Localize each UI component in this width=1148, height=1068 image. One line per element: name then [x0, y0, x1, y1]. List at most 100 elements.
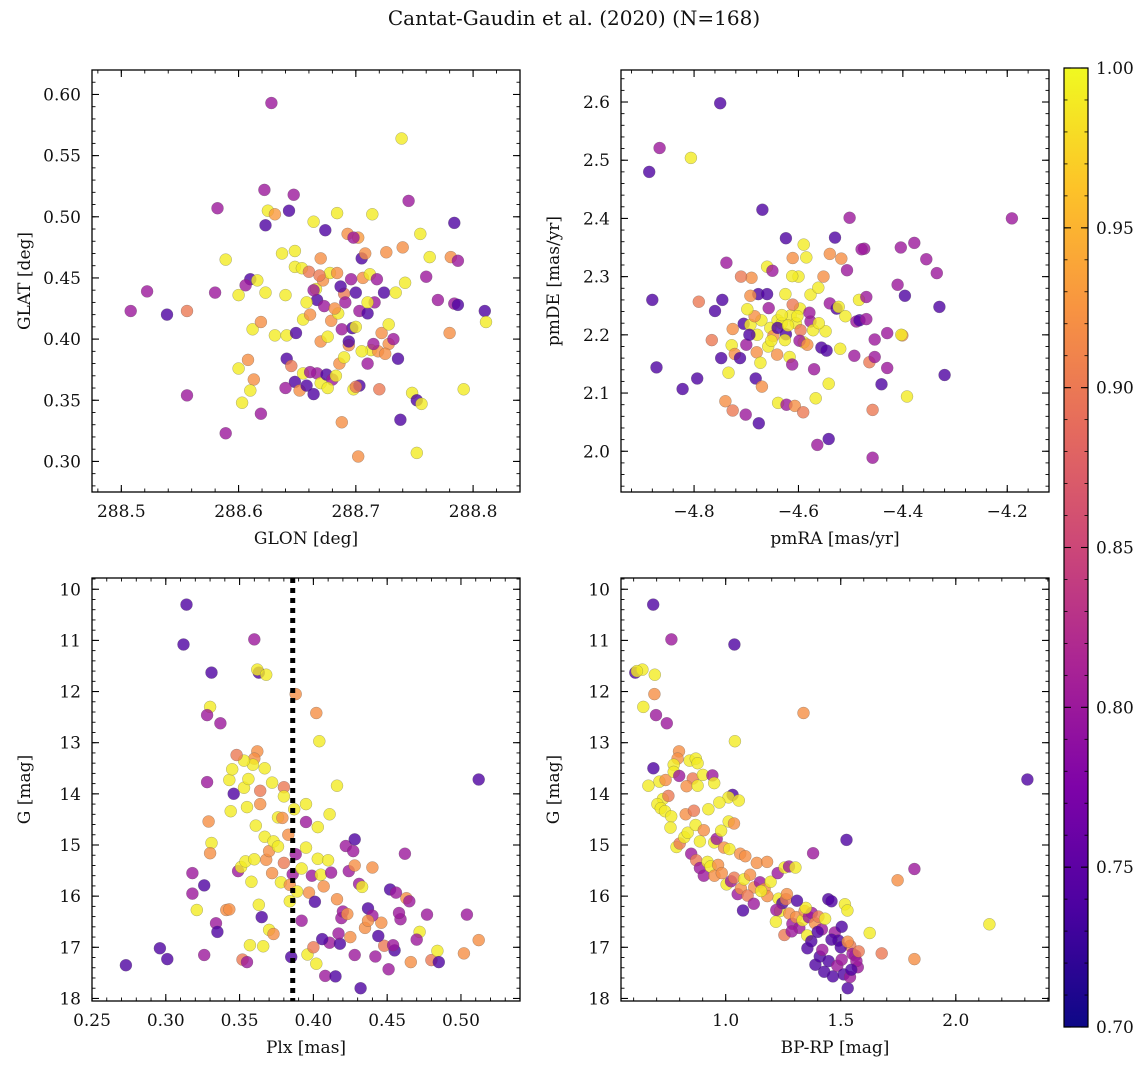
- data-point: [265, 866, 279, 880]
- data-point: [211, 201, 224, 215]
- data-point: [457, 383, 470, 396]
- x-tick-label: 0.30: [147, 1011, 185, 1031]
- data-point: [249, 819, 263, 832]
- data-point: [311, 820, 324, 834]
- data-point: [248, 853, 261, 866]
- data-point: [316, 932, 329, 946]
- data-point: [811, 438, 824, 452]
- data-point: [277, 856, 291, 870]
- y-tick-label: 13: [588, 734, 610, 754]
- data-point: [214, 717, 227, 730]
- data-point: [395, 132, 408, 145]
- data-point: [375, 326, 388, 340]
- data-point: [321, 330, 334, 343]
- y-tick-label: 18: [588, 989, 610, 1009]
- data-point: [302, 265, 316, 278]
- data-point: [676, 382, 689, 396]
- y-tick-label: 0.40: [43, 330, 81, 350]
- data-point: [310, 706, 323, 720]
- y-tick-label: 10: [588, 580, 610, 600]
- data-point: [197, 879, 211, 892]
- data-point: [319, 223, 332, 237]
- data-point: [1005, 212, 1019, 225]
- data-point: [756, 203, 769, 216]
- data-point: [318, 299, 331, 313]
- data-point: [302, 886, 316, 899]
- data-point: [860, 312, 873, 326]
- data-point: [265, 96, 278, 110]
- y-tick-label: 14: [59, 785, 81, 805]
- data-point: [727, 817, 741, 830]
- data-point: [202, 815, 215, 828]
- data-point: [186, 887, 199, 900]
- y-tick-label: 16: [588, 887, 610, 907]
- data-point: [354, 982, 367, 995]
- data-point: [361, 296, 374, 309]
- x-tick-label: −4.4: [882, 502, 923, 522]
- data-point: [637, 700, 650, 714]
- data-point: [268, 208, 282, 221]
- x-tick-label: −4.2: [987, 502, 1028, 522]
- data-point: [246, 323, 259, 336]
- data-point: [647, 762, 660, 775]
- data-point: [240, 800, 254, 814]
- data-point: [863, 926, 876, 940]
- data-point: [702, 803, 715, 816]
- data-point: [307, 215, 320, 228]
- data-point: [335, 416, 348, 429]
- data-point: [779, 231, 793, 245]
- data-point: [769, 915, 783, 928]
- data-point: [180, 389, 194, 402]
- data-point: [819, 325, 832, 338]
- data-point: [347, 844, 360, 858]
- data-point: [791, 310, 804, 323]
- data-point: [687, 804, 701, 817]
- data-point: [803, 306, 816, 319]
- data-point: [420, 908, 434, 921]
- data-point: [271, 840, 285, 853]
- data-point: [744, 289, 757, 302]
- data-point: [334, 280, 347, 293]
- data-point: [719, 395, 732, 408]
- data-point: [659, 773, 672, 787]
- data-point: [303, 308, 317, 321]
- data-point: [933, 300, 946, 314]
- data-point: [648, 687, 661, 701]
- data-point: [895, 328, 908, 341]
- data-point: [818, 912, 832, 925]
- data-point: [789, 861, 802, 874]
- data-point: [329, 369, 343, 382]
- y-tick-label: 0.55: [43, 147, 81, 167]
- y-tick-label: 16: [59, 887, 81, 907]
- data-point: [811, 925, 824, 939]
- data-point: [257, 940, 270, 953]
- data-point: [225, 763, 239, 776]
- data-point: [295, 914, 308, 927]
- data-point: [355, 345, 368, 358]
- x-tick-label: 0.45: [368, 1011, 406, 1031]
- y-tick-label: 11: [588, 631, 610, 651]
- data-point: [398, 847, 412, 860]
- data-point: [840, 264, 854, 277]
- data-point: [881, 361, 894, 375]
- data-point: [252, 898, 265, 911]
- data-point: [786, 358, 799, 371]
- data-point: [349, 320, 362, 334]
- data-point: [314, 252, 327, 265]
- x-tick-label: 0.40: [294, 1011, 332, 1031]
- colorbar-tick-label: 0.80: [1096, 698, 1134, 718]
- data-point: [443, 326, 456, 340]
- data-point: [786, 269, 799, 283]
- data-point: [840, 833, 853, 847]
- data-point: [472, 933, 485, 947]
- data-point: [307, 941, 320, 954]
- data-point: [775, 308, 788, 322]
- data-point: [820, 344, 833, 357]
- y-tick-label: 0.35: [43, 391, 81, 411]
- data-point: [382, 963, 395, 976]
- data-point: [804, 288, 817, 301]
- data-point: [739, 408, 752, 421]
- data-point: [835, 920, 848, 933]
- y-axis-label: pmDE [mas/yr]: [544, 216, 564, 346]
- data-point: [799, 901, 812, 915]
